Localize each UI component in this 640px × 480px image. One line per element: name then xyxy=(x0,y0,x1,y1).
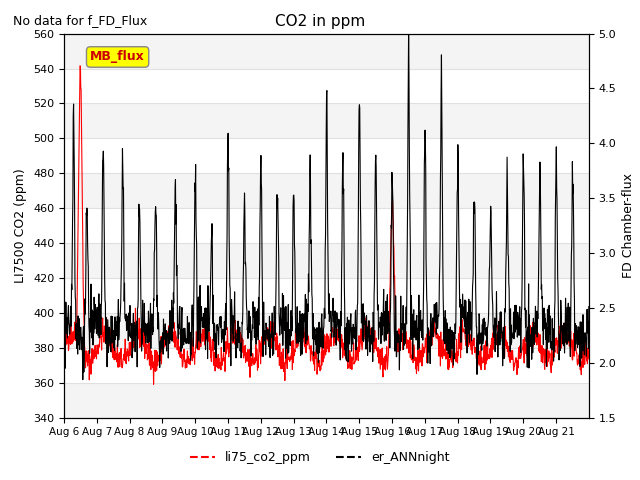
Bar xyxy=(64,103,589,138)
Text: MB_flux: MB_flux xyxy=(90,50,145,63)
Text: CO2 in ppm: CO2 in ppm xyxy=(275,14,365,29)
Bar xyxy=(64,243,589,278)
Bar xyxy=(64,173,589,208)
Text: No data for f_FD_Flux: No data for f_FD_Flux xyxy=(13,14,147,27)
Bar xyxy=(64,34,589,69)
Bar xyxy=(64,383,589,418)
Y-axis label: LI7500 CO2 (ppm): LI7500 CO2 (ppm) xyxy=(15,168,28,283)
Bar xyxy=(64,313,589,348)
Legend: li75_co2_ppm, er_ANNnight: li75_co2_ppm, er_ANNnight xyxy=(186,446,454,469)
Y-axis label: FD Chamber-flux: FD Chamber-flux xyxy=(622,173,635,278)
